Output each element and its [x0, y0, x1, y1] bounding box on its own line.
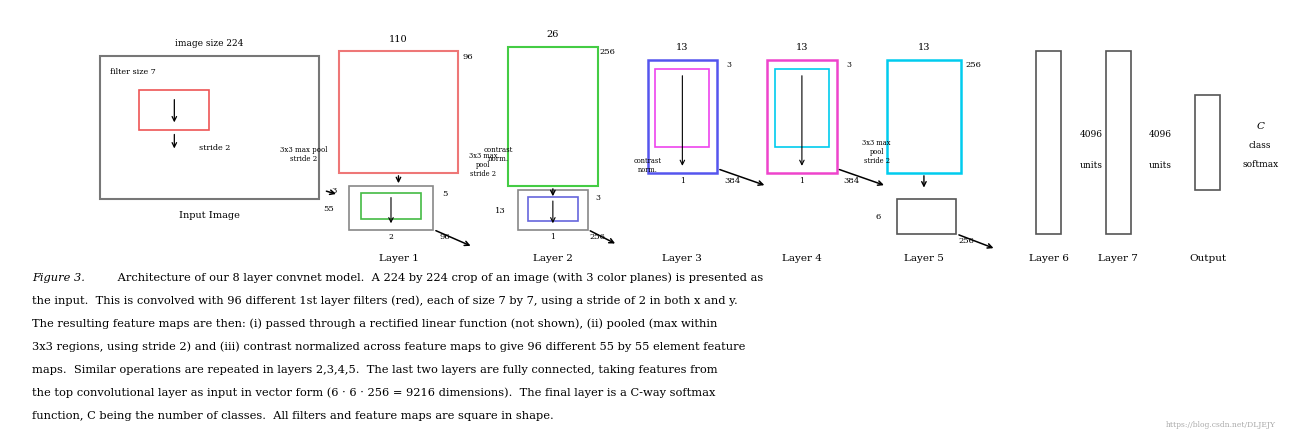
Text: 3: 3 — [332, 187, 337, 195]
Bar — [767, 61, 837, 174]
Bar — [648, 61, 717, 174]
Text: 256: 256 — [600, 48, 615, 56]
Text: stride 2: stride 2 — [199, 144, 231, 151]
Text: units: units — [1149, 161, 1172, 170]
Text: 6: 6 — [875, 213, 881, 221]
Text: 1: 1 — [550, 233, 556, 240]
Text: The resulting feature maps are then: (i) passed through a rectified linear funct: The resulting feature maps are then: (i)… — [32, 318, 717, 329]
Text: 55: 55 — [324, 204, 334, 212]
Text: 26: 26 — [546, 30, 559, 39]
Text: https://blog.csdn.net/DLJEJY: https://blog.csdn.net/DLJEJY — [1166, 420, 1276, 428]
Text: Layer 1: Layer 1 — [378, 254, 418, 263]
Bar — [360, 193, 421, 219]
Text: 3: 3 — [846, 61, 851, 69]
Text: 4096: 4096 — [1149, 130, 1172, 138]
Text: the top convolutional layer as input in vector form (6 · 6 · 256 = 9216 dimensio: the top convolutional layer as input in … — [32, 387, 716, 398]
Text: class: class — [1248, 141, 1272, 150]
Text: image size 224: image size 224 — [175, 39, 243, 48]
Text: filter size 7: filter size 7 — [110, 68, 155, 76]
Text: softmax: softmax — [1242, 160, 1278, 169]
Text: C: C — [1256, 122, 1264, 131]
Text: Input Image: Input Image — [179, 210, 240, 219]
Text: 13: 13 — [795, 43, 808, 52]
Text: 3x3 max
pool
stride 2: 3x3 max pool stride 2 — [469, 152, 497, 178]
Text: 3: 3 — [596, 194, 600, 201]
Bar — [100, 56, 319, 200]
Text: Layer 5: Layer 5 — [904, 254, 944, 263]
Bar — [896, 200, 956, 234]
Text: units: units — [1079, 161, 1102, 170]
Text: 13: 13 — [676, 43, 689, 52]
Text: Architecture of our 8 layer convnet model.  A 224 by 224 crop of an image (with : Architecture of our 8 layer convnet mode… — [114, 272, 763, 283]
Text: Layer 6: Layer 6 — [1028, 254, 1068, 263]
Text: 96: 96 — [440, 233, 451, 240]
Text: 13: 13 — [495, 207, 505, 214]
Bar — [140, 91, 210, 130]
Text: 256: 256 — [589, 233, 606, 240]
Text: 13: 13 — [918, 43, 930, 52]
Text: 256: 256 — [965, 61, 982, 69]
Text: 384: 384 — [843, 176, 860, 184]
Text: Layer 2: Layer 2 — [534, 254, 572, 263]
Bar — [1195, 95, 1220, 191]
Text: 3x3 regions, using stride 2) and (iii) contrast normalized across feature maps t: 3x3 regions, using stride 2) and (iii) c… — [32, 341, 746, 352]
Text: 1: 1 — [680, 176, 685, 184]
Text: contrast
norm.: contrast norm. — [483, 145, 513, 163]
Text: 96: 96 — [462, 53, 474, 60]
Text: 3x3 max pool
stride 2: 3x3 max pool stride 2 — [280, 145, 328, 163]
Text: 1: 1 — [799, 176, 804, 184]
Bar — [518, 191, 588, 230]
Text: 5: 5 — [443, 189, 448, 197]
Text: 2: 2 — [388, 233, 394, 240]
Bar — [655, 69, 710, 148]
Text: 256: 256 — [958, 237, 974, 245]
Text: maps.  Similar operations are repeated in layers 2,3,4,5.  The last two layers a: maps. Similar operations are repeated in… — [32, 364, 717, 374]
Text: Layer 7: Layer 7 — [1098, 254, 1138, 263]
Text: Layer 4: Layer 4 — [782, 254, 822, 263]
Bar — [339, 52, 458, 174]
Text: function, C being the number of classes.  All filters and feature maps are squar: function, C being the number of classes.… — [32, 410, 554, 420]
Text: 3: 3 — [726, 61, 732, 69]
Bar — [1036, 52, 1061, 234]
Text: the input.  This is convolved with 96 different 1st layer filters (red), each of: the input. This is convolved with 96 dif… — [32, 295, 738, 306]
Text: Layer 3: Layer 3 — [663, 254, 702, 263]
Bar — [1106, 52, 1131, 234]
Bar — [508, 48, 598, 187]
Bar — [348, 187, 434, 230]
Text: 4096: 4096 — [1079, 130, 1102, 138]
Text: 384: 384 — [724, 176, 741, 184]
Text: 110: 110 — [390, 35, 408, 43]
Text: 3x3 max
pool
stride 2: 3x3 max pool stride 2 — [862, 139, 891, 165]
Text: Output: Output — [1189, 254, 1226, 263]
Text: Figure 3.: Figure 3. — [32, 272, 85, 282]
Bar — [528, 197, 578, 221]
Text: contrast
norm.: contrast norm. — [633, 156, 662, 174]
Bar — [887, 61, 961, 174]
Bar — [774, 69, 829, 148]
